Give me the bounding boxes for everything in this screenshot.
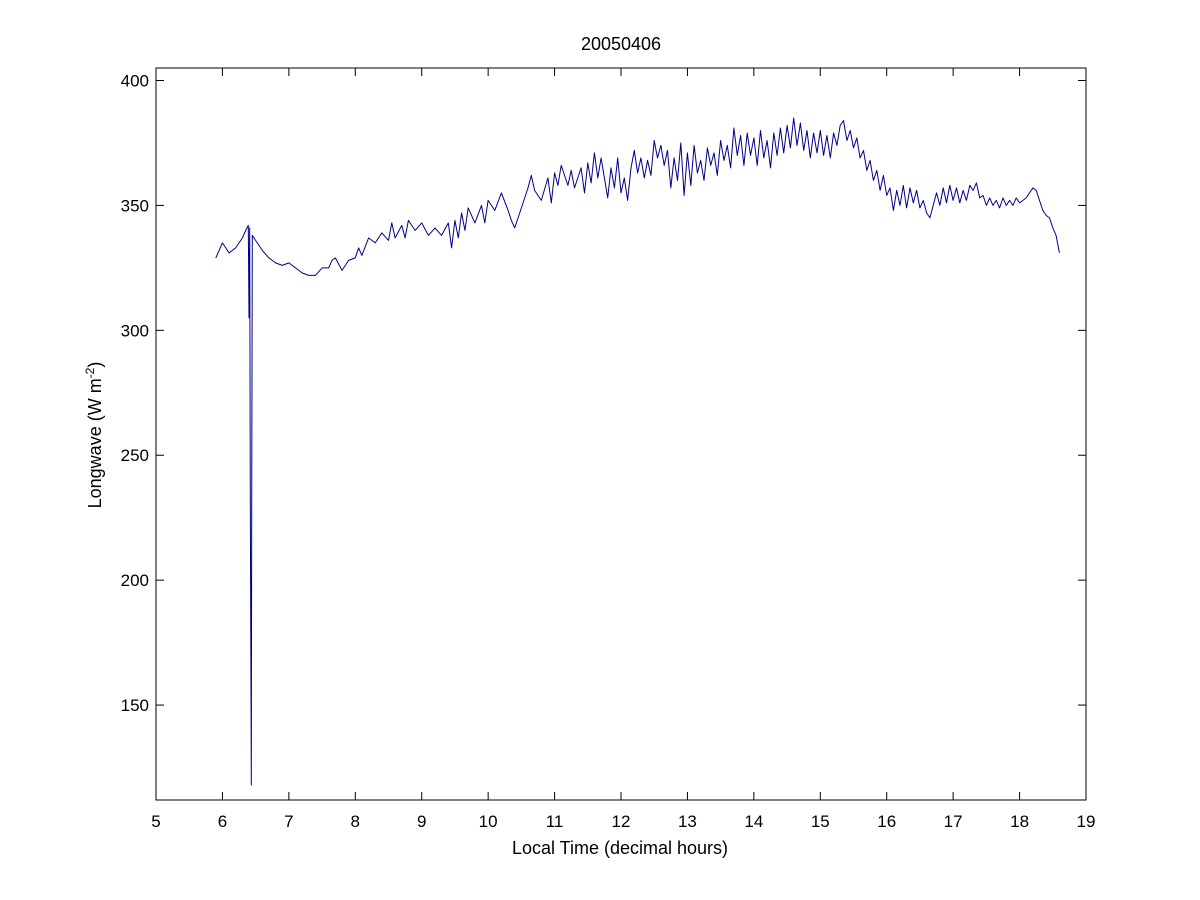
x-tick-label: 14 [744,812,763,831]
x-tick-label: 11 [546,812,564,831]
x-tick-label: 12 [612,812,631,831]
x-axis-title: Local Time (decimal hours) [512,838,728,858]
y-tick-label: 350 [121,196,149,215]
x-tick-label: 15 [811,812,830,831]
y-tick-label: 300 [121,321,149,340]
y-axis-title: Longwave (W m-2) [83,362,105,509]
x-tick-label: 10 [479,812,498,831]
x-tick-label: 5 [151,812,160,831]
series-layer [215,117,1060,786]
x-tick-label: 7 [284,812,293,831]
y-tick-label: 200 [121,571,149,590]
x-tick-label: 17 [944,812,963,831]
y-axis-title-main: Longwave (W m [85,378,105,508]
x-tick-label: 8 [351,812,360,831]
chart-title: 20050406 [581,34,661,54]
x-tick-label: 18 [1010,812,1029,831]
axis-ticks: 5 6 7 8 9 10 11 12 13 14 15 16 17 18 19 150 200 250 300 350… [121,68,1096,831]
y-tick-label: 250 [121,446,149,465]
plot-area [155,67,1087,801]
y-axis-title-exponent: -2 [83,367,97,378]
x-tick-label: 16 [877,812,896,831]
longwave-series-line [215,117,1060,786]
x-tick-label: 6 [218,812,227,831]
x-tick-label: 19 [1077,812,1096,831]
x-tick-label: 13 [678,812,697,831]
y-tick-label: 150 [121,696,149,715]
y-tick-label: 400 [121,71,149,90]
y-axis-title-close: ) [85,362,105,368]
x-tick-label: 9 [417,812,426,831]
